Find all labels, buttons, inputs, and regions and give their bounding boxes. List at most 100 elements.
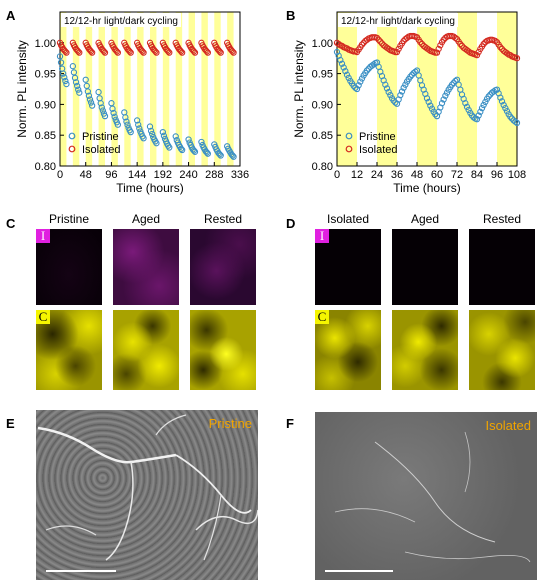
panel-c-iodine-map-rested	[190, 229, 256, 305]
y-axis-label-a: Norm. PL intensity	[15, 40, 29, 138]
title-box-b	[338, 13, 458, 27]
x-tick-label-a-1: 48	[80, 169, 92, 181]
x-tick-label-a-6: 288	[205, 169, 223, 181]
point-b-0-92	[487, 91, 494, 98]
point-a-1-96	[229, 48, 236, 55]
point-a-0-4	[61, 74, 68, 81]
point-a-0-36	[122, 114, 129, 121]
point-b-0-86	[477, 108, 484, 115]
scale-bar	[46, 570, 116, 572]
point-a-0-42	[133, 117, 141, 124]
point-a-0-24	[98, 104, 105, 111]
light-band-b-2	[417, 12, 437, 166]
point-b-0-0	[333, 48, 341, 56]
light-band-a-4	[111, 12, 118, 166]
point-a-0-70	[185, 136, 192, 143]
point-a-0-51	[148, 130, 156, 138]
point-a-0-44	[136, 125, 143, 132]
point-b-0-100	[500, 101, 507, 109]
point-b-0-2	[337, 56, 344, 64]
point-a-0-55	[153, 140, 160, 147]
x-tick-label-b-4: 48	[411, 169, 423, 181]
light-band-a-8	[162, 12, 170, 166]
point-a-0-23	[97, 100, 104, 107]
point-b-1-18	[363, 36, 371, 43]
point-a-1-97	[230, 49, 237, 56]
x-tick-label-b-7: 84	[471, 169, 483, 181]
point-b-1-85	[475, 48, 482, 56]
panel-c-iodine-map-aged	[113, 229, 179, 305]
point-b-0-54	[423, 95, 431, 102]
chart-title-b: 12/12-hr light/dark cycling	[341, 16, 455, 27]
panel-c-carbon-map-aged	[113, 310, 179, 390]
point-a-1-62	[166, 49, 173, 56]
point-a-1-5	[62, 48, 69, 55]
point-b-0-101	[502, 104, 509, 112]
point-a-0-12	[75, 86, 82, 93]
point-b-0-99	[498, 98, 506, 105]
x-tick-label-b-0: 0	[334, 169, 340, 181]
title-box-a	[61, 13, 181, 27]
point-a-1-33	[113, 48, 120, 55]
point-a-0-38	[124, 121, 131, 128]
panel-letter-d: D	[286, 216, 296, 231]
point-a-1-54	[152, 48, 159, 55]
point-b-1-15	[358, 41, 366, 48]
point-a-0-76	[191, 148, 199, 155]
panel-d-title-3: Rested	[482, 212, 522, 226]
point-a-1-47	[139, 48, 146, 55]
legend-label-a-0: Pristine	[82, 131, 119, 143]
panel-c-title-3: Rested	[203, 212, 243, 226]
point-a-0-18	[86, 96, 94, 103]
point-a-0-96	[229, 152, 236, 159]
light-band-a-6	[137, 12, 144, 166]
point-b-1-50	[417, 39, 424, 46]
point-a-0-14	[82, 76, 89, 83]
x-tick-label-b-6: 72	[451, 169, 463, 181]
sem-label-isolated: Isolated	[485, 418, 531, 433]
point-a-0-5	[62, 77, 69, 85]
point-b-1-108	[513, 55, 521, 62]
x-tick-label-b-3: 36	[391, 169, 403, 181]
panel-d-carbon-map-rested	[469, 310, 535, 390]
point-a-0-16	[84, 88, 92, 95]
panel-d-carbon-map-aged	[392, 310, 458, 390]
iodine-element-tag: I	[315, 229, 329, 243]
point-b-0-4	[340, 64, 347, 71]
point-b-1-1	[335, 40, 342, 48]
point-a-1-69	[178, 49, 186, 56]
point-b-0-29	[382, 81, 389, 88]
point-a-0-25	[99, 107, 107, 114]
point-a-0-48	[140, 135, 147, 142]
point-b-0-102	[503, 108, 511, 115]
point-b-0-41	[402, 81, 409, 88]
x-tick-label-b-2: 24	[371, 169, 383, 181]
y-tick-label-a-2: 0.90	[35, 99, 56, 111]
panel-c-iodine-map-pristine: I	[36, 229, 102, 305]
panel-letter-f: F	[286, 416, 294, 431]
y-tick-label-a-3: 0.95	[35, 69, 56, 81]
sem-cracks-isolated	[334, 431, 531, 563]
point-a-0-90	[217, 152, 224, 159]
point-b-0-40	[400, 84, 407, 91]
point-b-1-3	[338, 42, 346, 50]
point-b-0-13	[355, 82, 362, 89]
iodine-element-tag: I	[36, 229, 50, 243]
point-b-1-51	[418, 40, 426, 48]
point-a-1-55	[153, 49, 160, 56]
point-b-1-60	[433, 49, 441, 56]
point-b-1-31	[385, 45, 392, 53]
panel-letter-e: E	[6, 416, 15, 431]
light-band-a-0	[60, 12, 67, 166]
point-b-1-64	[440, 36, 447, 43]
y-tick-label-a-4: 1.00	[35, 38, 56, 50]
point-a-0-30	[110, 109, 117, 117]
point-b-0-19	[365, 65, 372, 72]
point-b-0-18	[363, 67, 371, 74]
panel-c-carbon-map-pristine: C	[36, 310, 102, 390]
x-tick-label-a-3: 144	[128, 169, 146, 181]
legend-marker-a-1	[68, 145, 76, 153]
point-b-0-65	[442, 92, 449, 99]
legend-label-b-1: Isolated	[359, 144, 398, 156]
point-b-1-6	[343, 45, 351, 52]
